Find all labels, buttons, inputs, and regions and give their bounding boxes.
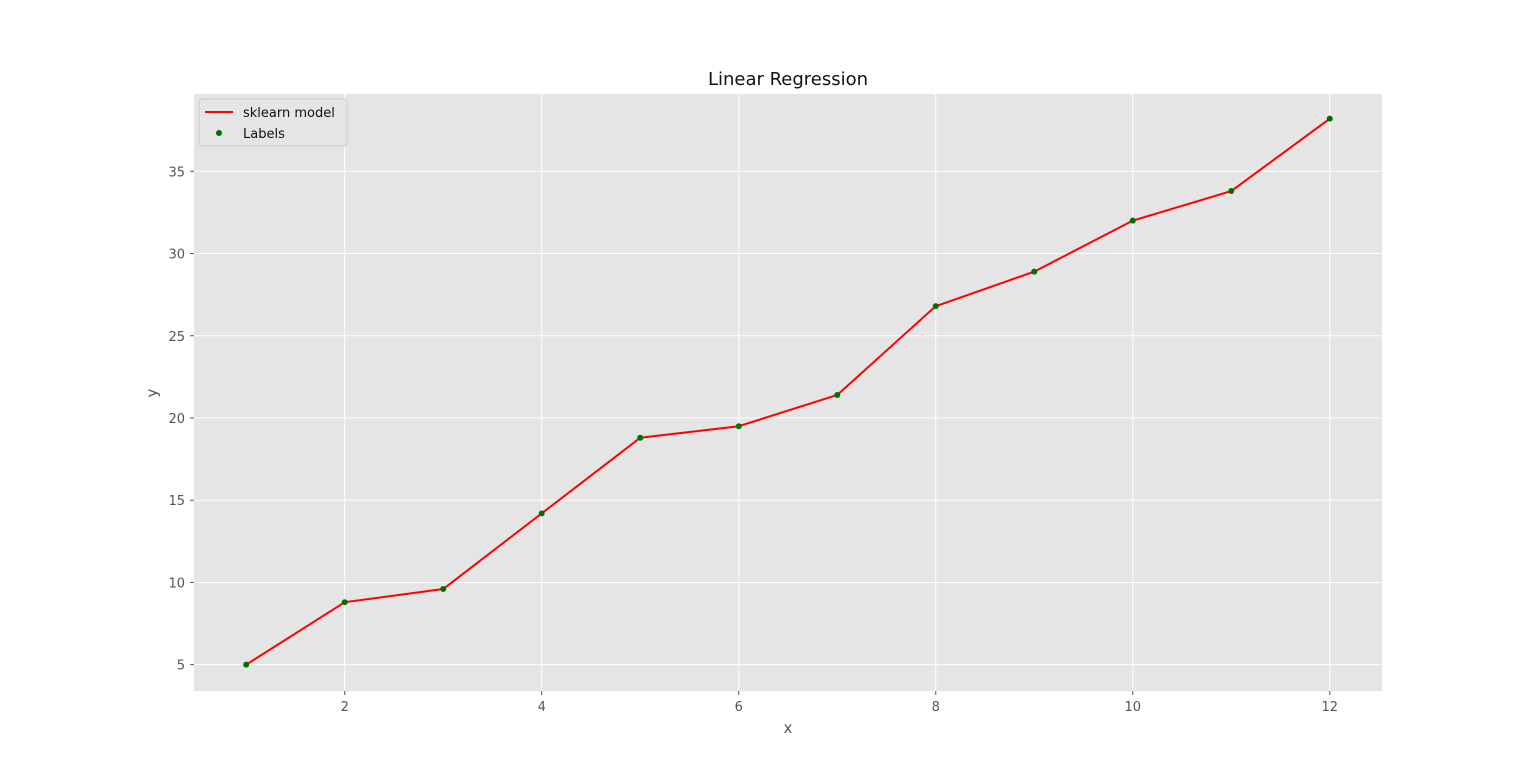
x-tick-label: 4	[538, 700, 546, 715]
y-axis-label: y	[143, 388, 161, 397]
label-point	[1326, 115, 1333, 122]
y-tick-label: 25	[168, 330, 185, 345]
label-point	[932, 303, 939, 310]
label-point	[1129, 217, 1136, 224]
label-point	[735, 423, 742, 430]
series-layer	[243, 115, 1333, 668]
label-point	[538, 510, 545, 517]
x-tick-label: 10	[1125, 700, 1142, 715]
label-point	[1031, 268, 1038, 275]
label-point	[243, 661, 250, 668]
plot-area	[194, 94, 1382, 691]
sklearn-model-line	[245, 117, 1331, 666]
legend-box	[198, 98, 348, 147]
tick-labels: 2 4 6 8 10 12 5 10 15 20 25 30 35	[168, 165, 1338, 715]
legend-marker-swatch	[216, 130, 222, 136]
x-tick-label: 8	[932, 700, 940, 715]
y-tick-label: 10	[168, 576, 185, 591]
x-tick-label: 6	[735, 700, 743, 715]
label-point	[1228, 188, 1235, 195]
label-point	[834, 391, 841, 398]
legend: sklearn model Labels	[198, 98, 348, 147]
legend-label-sklearn-model: sklearn model	[243, 106, 335, 121]
x-tick-label: 12	[1322, 700, 1339, 715]
chart-title: Linear Regression	[708, 69, 868, 90]
label-point	[440, 586, 447, 593]
label-point	[341, 599, 348, 606]
y-tick-label: 35	[168, 165, 185, 180]
legend-label-labels: Labels	[243, 127, 285, 142]
y-tick-label: 30	[168, 248, 185, 263]
y-tick-label: 15	[168, 494, 185, 509]
x-axis-label: x	[784, 719, 793, 737]
y-tick-label: 20	[168, 412, 185, 427]
label-point	[637, 434, 644, 441]
x-tick-label: 2	[341, 700, 349, 715]
grid	[194, 94, 1382, 691]
y-tick-label: 5	[177, 659, 185, 674]
